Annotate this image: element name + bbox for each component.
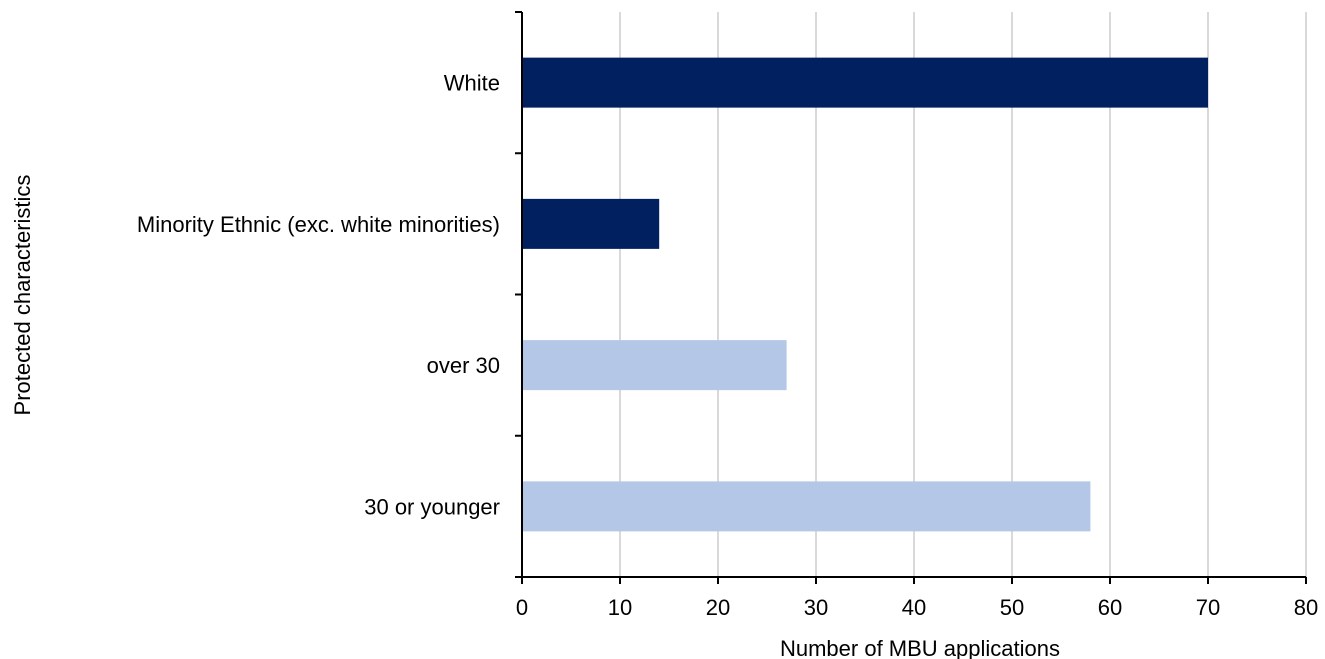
x-tick-label: 30	[804, 595, 828, 620]
category-label: over 30	[427, 353, 500, 378]
bars	[522, 57, 1208, 532]
x-tick-label: 70	[1196, 595, 1220, 620]
x-tick-label: 10	[608, 595, 632, 620]
bar	[522, 198, 660, 249]
y-axis-title: Protected characteristics	[10, 175, 35, 416]
x-tick-labels: 0 10 20 30 40 50 60 70 80	[516, 595, 1318, 620]
x-tick-label: 20	[706, 595, 730, 620]
bar	[522, 481, 1091, 532]
category-label: Minority Ethnic (exc. white minorities)	[137, 212, 500, 237]
x-tick-label: 40	[902, 595, 926, 620]
category-label: 30 or younger	[364, 494, 500, 519]
x-tick-label: 80	[1294, 595, 1318, 620]
x-tick-label: 0	[516, 595, 528, 620]
category-labels: White Minority Ethnic (exc. white minorit…	[137, 71, 500, 520]
bar	[522, 57, 1208, 108]
bar	[522, 340, 787, 391]
x-axis-title: Number of MBU applications	[780, 636, 1060, 659]
x-tick-label: 50	[1000, 595, 1024, 620]
axes	[515, 11, 1307, 584]
x-tick-label: 60	[1098, 595, 1122, 620]
category-label: White	[444, 71, 500, 96]
